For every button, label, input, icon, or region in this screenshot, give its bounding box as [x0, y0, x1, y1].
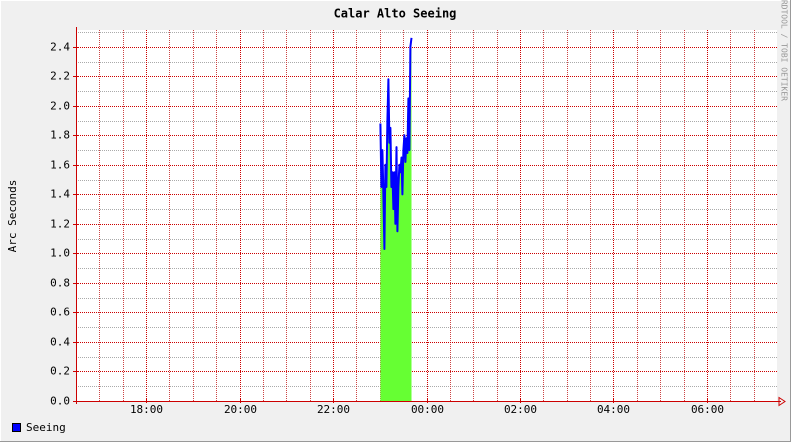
x-axis-arrow: [778, 396, 786, 407]
x-tick-label: 00:00: [411, 403, 444, 416]
x-tick-label: 20:00: [224, 403, 257, 416]
y-tick-label: 1.0: [50, 247, 70, 260]
y-tick-label: 2.2: [50, 70, 70, 83]
y-tick-label: 2.4: [50, 41, 70, 54]
y-axis-label: Arc Seconds: [6, 180, 19, 253]
x-tick-label: 06:00: [691, 403, 724, 416]
y-tick-label: 0.2: [50, 365, 70, 378]
x-tick-label: 22:00: [317, 403, 350, 416]
y-tick-label: 0.4: [50, 336, 70, 349]
y-tick-label: 1.4: [50, 188, 70, 201]
y-tick-label: 1.6: [50, 159, 70, 172]
y-tick-label: 0.8: [50, 277, 70, 290]
y-tick-label: 1.2: [50, 218, 70, 231]
axes: 0.0 0.2 0.4 0.6 0.8 1.0 1.2 1.4 1.6 1.8 2.0 2.2 2.4 1…: [50, 27, 786, 416]
x-tick-label: 18:00: [130, 403, 163, 416]
x-tick-label: 04:00: [597, 403, 630, 416]
chart-title: Calar Alto Seeing: [334, 7, 457, 21]
marks: [379, 37, 413, 402]
y-tick-label: 1.8: [50, 129, 70, 142]
legend-label: Seeing: [26, 421, 66, 434]
y-tick-label: 0.6: [50, 306, 70, 319]
y-tick-label: 0.0: [50, 395, 70, 408]
line: [379, 37, 413, 250]
watermark: RRDTOOL / TOBI OETIKER: [780, 0, 789, 101]
plot-area: [76, 30, 777, 401]
legend-swatch: [12, 423, 21, 432]
y-tick-label: 2.0: [50, 100, 70, 113]
grid: [76, 30, 777, 402]
x-tick-label: 02:00: [504, 403, 537, 416]
